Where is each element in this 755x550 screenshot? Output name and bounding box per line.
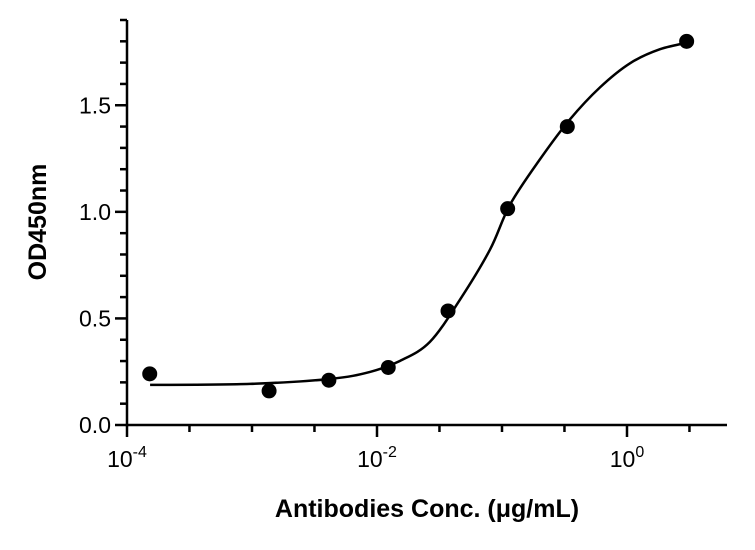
data-point — [261, 383, 277, 399]
data-point — [440, 303, 456, 319]
x-tick-base: 10 — [610, 446, 636, 472]
x-tick-label: 10-4 — [107, 444, 147, 472]
y-axis-title: OD450nm — [24, 164, 52, 281]
x-tick-exponent: -4 — [133, 444, 147, 461]
data-point — [559, 119, 575, 135]
y-tick-label: 0.0 — [79, 412, 111, 438]
y-tick-label: 1.5 — [79, 92, 111, 118]
x-tick-exponent: 0 — [635, 444, 644, 461]
data-point — [321, 372, 337, 388]
x-tick-label: 10-2 — [357, 444, 397, 472]
y-tick-label: 0.5 — [79, 305, 111, 331]
data-point — [500, 201, 516, 217]
x-axis-title: Antibodies Conc. (μg/mL) — [275, 495, 579, 523]
x-tick-base: 10 — [357, 446, 383, 472]
x-tick-exponent: -2 — [383, 444, 397, 461]
fit-curve — [150, 40, 691, 387]
data-point — [142, 366, 158, 382]
data-point — [380, 359, 396, 375]
x-tick-base: 10 — [107, 446, 133, 472]
data-point — [679, 33, 695, 49]
x-tick-label: 100 — [610, 444, 645, 472]
y-tick-label: 1.0 — [79, 199, 111, 225]
